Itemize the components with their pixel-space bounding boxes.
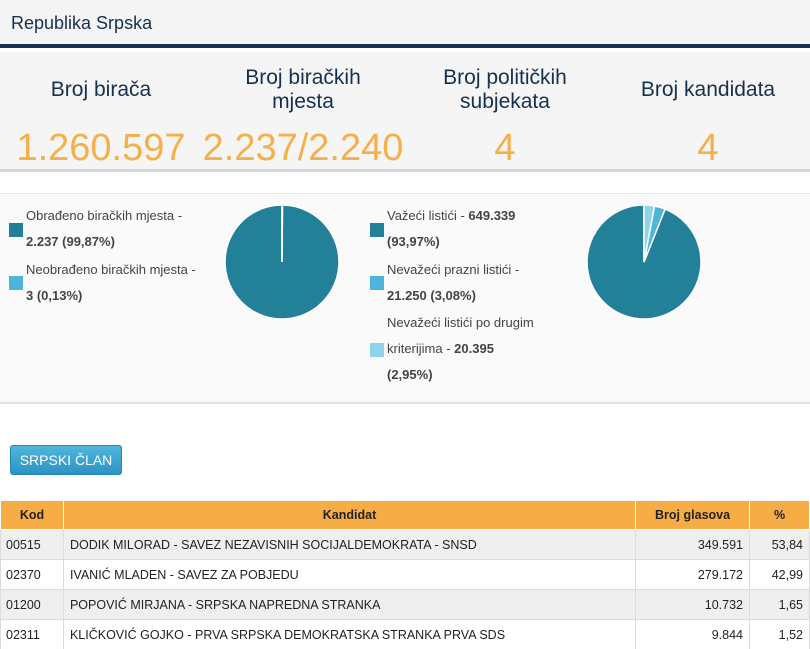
legend-label: Važeći listići - <box>387 208 469 223</box>
charts-panel: Obrađeno biračkih mjesta - 2.237 (99,87%… <box>0 193 810 404</box>
legend-swatch <box>370 343 384 357</box>
cell-code: 02311 <box>0 619 64 649</box>
column-header-candidate[interactable]: Kandidat <box>62 500 637 530</box>
stat-label: Broj političkih subjekata <box>404 64 606 116</box>
cell-code: 02370 <box>0 559 64 590</box>
table-row[interactable]: 01200 POPOVIĆ MIRJANA - SRPSKA NAPREDNA … <box>0 589 810 620</box>
table-row[interactable]: 02311 KLIČKOVIĆ GOJKO - PRVA SRPSKA DEMO… <box>0 619 810 649</box>
legend-text: Važeći listići - 649.339 (93,97%) <box>387 203 515 255</box>
legend-text: Nevažeći prazni listići - 21.250 (3,08%) <box>387 257 519 309</box>
legend-value: 20.395 <box>454 341 494 356</box>
cell-candidate: POPOVIĆ MIRJANA - SRPSKA NAPREDNA STRANK… <box>62 589 637 620</box>
legend-label-2: kriterijima - <box>387 341 455 356</box>
cell-percent: 53,84 <box>749 529 810 560</box>
legend-line: kriterijima - 20.395 <box>387 336 534 362</box>
ballots-pie-chart <box>586 204 702 320</box>
legend-value: 21.250 (3,08%) <box>387 288 476 303</box>
legend-label: Nevažeći prazni listići - <box>387 262 520 277</box>
table-row[interactable]: 02370 IVANIĆ MLADEN - SAVEZ ZA POBJEDU 2… <box>0 559 810 590</box>
stats-panel: Broj birača 1.260.597 Broj biračkih mjes… <box>0 52 810 172</box>
stat-label-text: Broj političkih subjekata <box>443 66 567 113</box>
cell-percent: 1,65 <box>749 589 810 620</box>
serbian-member-button[interactable]: SRPSKI ČLAN <box>10 445 122 475</box>
table-header-row: Kod Kandidat Broj glasova % <box>0 500 810 530</box>
legend-swatch <box>9 223 23 237</box>
legend-line: Važeći listići - 649.339 <box>387 203 515 229</box>
legend-label: Nevažeći listići po drugim <box>387 315 534 330</box>
cell-votes: 10.732 <box>635 589 750 620</box>
stat-label-text: Broj biračkih mjesta <box>245 66 361 113</box>
page-title: Republika Srpska <box>11 13 153 33</box>
cell-candidate: KLIČKOVIĆ GOJKO - PRVA SRPSKA DEMOKRATSK… <box>62 619 637 649</box>
cell-votes: 349.591 <box>635 529 750 560</box>
stat-voters: Broj birača 1.260.597 <box>0 52 202 172</box>
cell-percent: 42,99 <box>749 559 810 590</box>
cell-code: 01200 <box>0 589 64 620</box>
legend-swatch <box>370 223 384 237</box>
legend-swatch <box>370 276 384 290</box>
legend-pct: (2,95%) <box>387 367 433 382</box>
column-header-code[interactable]: Kod <box>0 500 64 530</box>
cell-votes: 279.172 <box>635 559 750 590</box>
legend-pct: (93,97%) <box>387 234 440 249</box>
cell-candidate: DODIK MILORAD - SAVEZ NEZAVISNIH SOCIJAL… <box>62 529 637 560</box>
legend-value: 3 (0,13%) <box>26 288 83 303</box>
cell-percent: 1,52 <box>749 619 810 649</box>
legend-text: Obrađeno biračkih mjesta - 2.237 (99,87%… <box>26 203 182 255</box>
stat-value: 4 <box>494 127 516 169</box>
polling-pie-chart <box>224 204 340 320</box>
column-header-votes[interactable]: Broj glasova <box>635 500 750 530</box>
stat-value: 2.237/2.240 <box>202 127 404 169</box>
legend-swatch <box>9 276 23 290</box>
legend-label: Obrađeno biračkih mjesta - <box>26 208 183 223</box>
cell-candidate: IVANIĆ MLADEN - SAVEZ ZA POBJEDU <box>62 559 637 590</box>
stat-value: 1.260.597 <box>16 127 186 169</box>
table-row[interactable]: 00515 DODIK MILORAD - SAVEZ NEZAVISNIH S… <box>0 529 810 560</box>
stat-label: Broj birača <box>50 78 152 101</box>
legend-value: 2.237 (99,87%) <box>26 234 115 249</box>
stat-polling-stations: Broj biračkih mjesta 2.237/2.240 <box>202 52 404 172</box>
legend-value: 649.339 <box>468 208 516 223</box>
cell-votes: 9.844 <box>635 619 750 649</box>
cell-code: 00515 <box>0 529 64 560</box>
pie-slice <box>643 204 656 263</box>
stat-candidates: Broj kandidata 4 <box>606 52 810 172</box>
column-header-percent[interactable]: % <box>749 500 810 530</box>
page-header: Republika Srpska <box>0 0 810 48</box>
results-table: Kod Kandidat Broj glasova % 00515 DODIK … <box>0 500 810 649</box>
legend-text: Nevažeći listići po drugim kriterijima -… <box>387 310 534 388</box>
legend-label: Neobrađeno biračkih mjesta - <box>26 262 196 277</box>
legend-text: Neobrađeno biračkih mjesta - 3 (0,13%) <box>26 257 196 309</box>
stat-label: Broj biračkih mjesta <box>202 64 404 116</box>
stat-political-subjects: Broj političkih subjekata 4 <box>404 52 606 172</box>
stat-label: Broj kandidata <box>640 78 776 101</box>
stat-value: 4 <box>697 127 719 169</box>
